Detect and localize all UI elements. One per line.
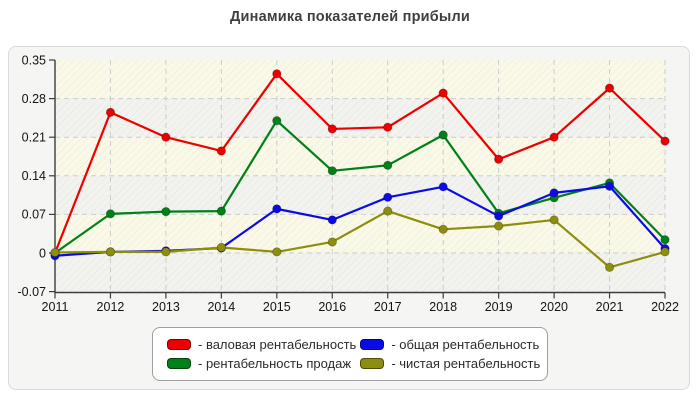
data-point-sales-margin-2012: [105, 209, 116, 219]
data-point-total-margin-2017: [383, 192, 393, 202]
data-point-gross-margin-2018: [438, 88, 448, 98]
data-point-sales-margin-2018: [438, 130, 448, 140]
data-point-gross-margin-2020: [549, 132, 559, 142]
y-axis-tick-label: 0.21: [22, 131, 46, 145]
x-axis-year-label: 2011: [42, 300, 69, 314]
y-axis-tick-label: -0.07: [18, 285, 47, 299]
legend-label-sales-margin: - рентабельность продаж: [198, 356, 352, 371]
x-axis-year-label: 2022: [651, 300, 679, 314]
x-axis-year-label: 2015: [263, 300, 291, 314]
y-axis-tick-label: 0.35: [22, 53, 46, 67]
data-point-total-margin-2019: [494, 211, 504, 221]
legend-swatch-sales-margin: [167, 358, 191, 369]
legend-swatch-net-margin: [360, 358, 385, 369]
y-axis-tick-label: 0: [39, 246, 46, 260]
x-axis-year-label: 2020: [540, 300, 568, 314]
legend-label-gross-margin: - валовая рентабельность: [198, 337, 357, 352]
x-axis-year-label: 2018: [429, 300, 457, 314]
x-axis-year-label: 2017: [374, 300, 402, 314]
data-point-total-margin-2021: [604, 181, 615, 191]
data-point-gross-margin-2014: [216, 146, 226, 156]
data-point-gross-margin-2017: [383, 122, 393, 132]
data-point-net-margin-2013: [161, 247, 171, 257]
data-point-net-margin-2019: [494, 221, 504, 231]
data-point-sales-margin-2015: [272, 116, 282, 126]
data-point-total-margin-2015: [272, 204, 282, 214]
x-axis-year-label: 2016: [318, 300, 346, 314]
data-point-total-margin-2016: [327, 215, 337, 225]
x-axis-year-label: 2012: [97, 300, 125, 314]
data-point-sales-margin-2016: [327, 166, 337, 176]
x-axis-year-label: 2013: [152, 300, 180, 314]
data-point-net-margin-2018: [438, 224, 448, 234]
legend-swatch-total-margin: [360, 339, 385, 350]
data-point-gross-margin-2016: [327, 124, 337, 134]
data-point-net-margin-2015: [272, 247, 282, 257]
series-line-sales-margin: [53, 119, 667, 255]
legend-label-net-margin: - чистая рентабельность: [391, 356, 541, 371]
data-point-gross-margin-2019: [494, 154, 504, 164]
x-axis-year-label: 2019: [485, 300, 513, 314]
legend-label-total-margin: - общая рентабельность: [391, 337, 540, 352]
data-point-sales-margin-2017: [383, 160, 393, 170]
data-point-net-margin-2012: [105, 247, 116, 257]
series-line-gross-margin: [53, 72, 667, 255]
data-point-sales-margin-2022: [660, 235, 670, 245]
data-point-net-margin-2021: [604, 262, 615, 272]
legend-item-gross-margin: - валовая рентабельность: [167, 337, 356, 353]
data-point-net-margin-2014: [216, 242, 226, 253]
data-point-gross-margin-2021: [604, 83, 615, 93]
data-point-net-margin-2022: [660, 247, 670, 257]
data-point-gross-margin-2013: [161, 132, 171, 142]
data-point-sales-margin-2014: [216, 206, 226, 216]
data-point-total-margin-2020: [549, 188, 559, 198]
data-point-gross-margin-2012: [105, 107, 116, 117]
data-point-gross-margin-2022: [660, 136, 670, 146]
data-point-gross-margin-2015: [272, 69, 282, 79]
legend-item-net-margin: - чистая рентабельность: [360, 356, 540, 372]
series-line-net-margin: [53, 209, 667, 269]
legend: - валовая рентабельность - общая рентабе…: [152, 327, 548, 381]
data-point-net-margin-2011: [50, 247, 60, 258]
data-point-net-margin-2016: [327, 237, 337, 247]
x-axis-year-label: 2021: [596, 300, 624, 314]
data-point-net-margin-2017: [383, 206, 393, 216]
legend-item-sales-margin: - рентабельность продаж: [167, 356, 356, 372]
chart-title: Динамика показателей прибыли: [229, 9, 471, 25]
y-axis-tick-label: 0.14: [22, 169, 46, 183]
data-point-net-margin-2020: [549, 215, 559, 225]
y-axis-tick-label: 0.07: [22, 208, 46, 222]
data-point-total-margin-2018: [438, 182, 448, 192]
legend-item-total-margin: - общая рентабельность: [360, 337, 540, 353]
x-axis-year-label: 2014: [207, 300, 235, 314]
data-point-sales-margin-2013: [161, 207, 171, 217]
legend-swatch-gross-margin: [167, 339, 191, 350]
y-axis-tick-label: 0.28: [22, 92, 46, 106]
